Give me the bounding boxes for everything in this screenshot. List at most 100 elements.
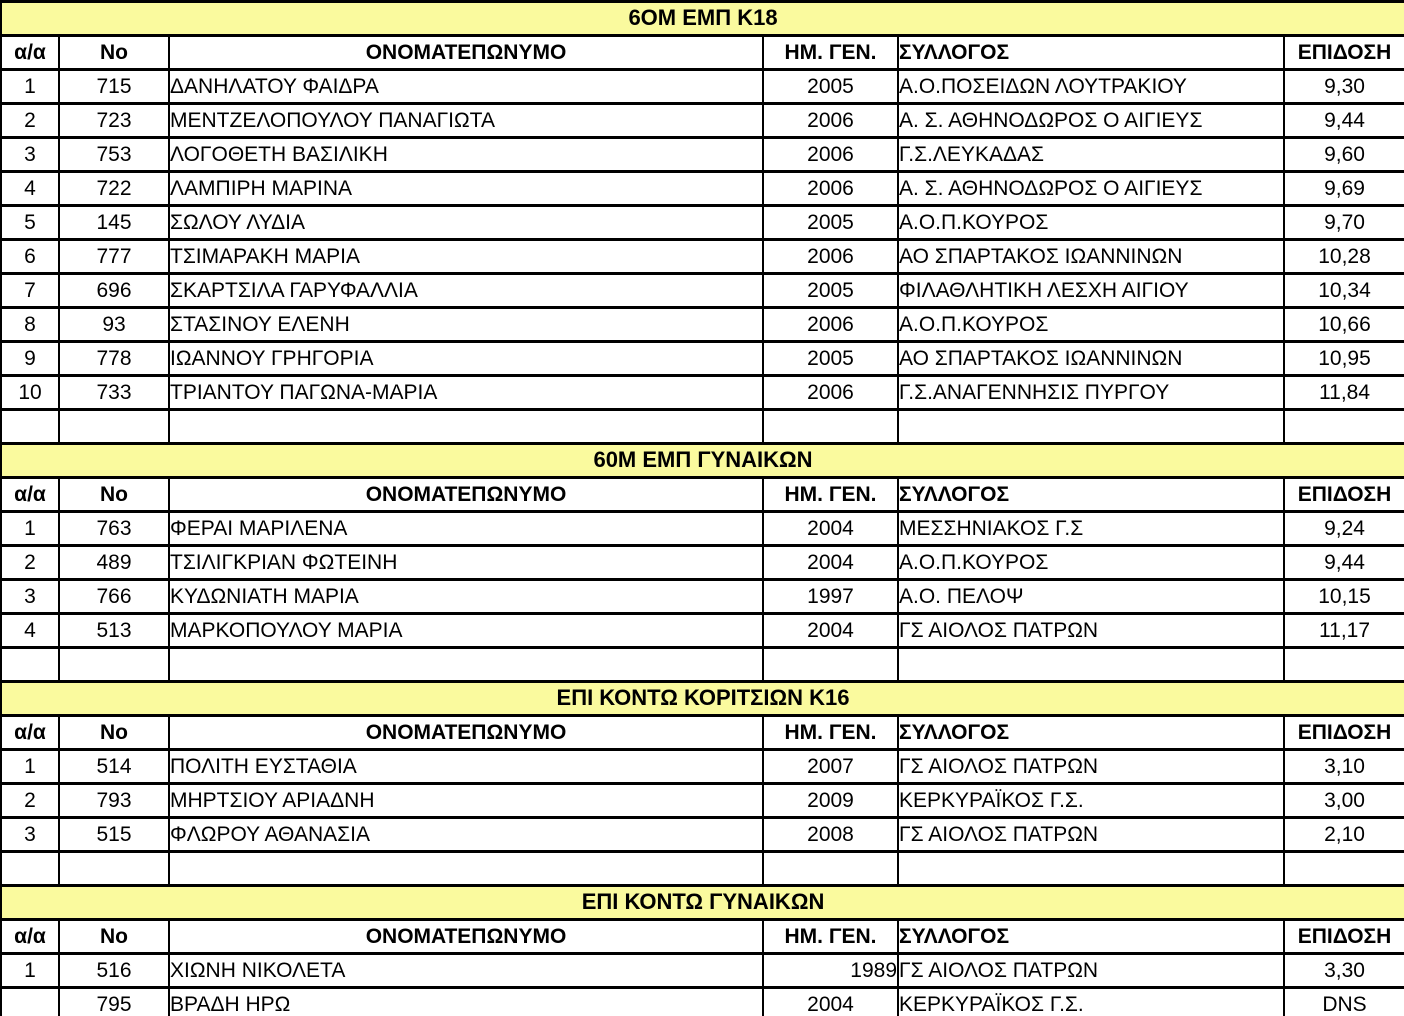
cell-year: 2004	[762, 544, 899, 581]
cell-result: DNS	[1282, 986, 1404, 1016]
cell-name: ΜΗΡΤΣΙΟΥ ΑΡΙΑΔΝΗ	[168, 782, 764, 819]
table-row: 3 753 ΛΟΓΟΘΕΤΗ ΒΑΣΙΛΙΚΗ 2006 Γ.Σ.ΛΕΥΚΑΔΑ…	[0, 136, 1404, 173]
table-row: 1 516 ΧΙΩΝΗ ΝΙΚΟΛΕΤΑ 1989 ΓΣ ΑΙΟΛΟΣ ΠΑΤΡ…	[0, 952, 1404, 989]
column-header-rank: α/α	[0, 918, 60, 955]
cell-year: 2006	[762, 102, 899, 139]
cell-bib: 723	[58, 102, 170, 139]
cell-club: ΓΣ ΑΙΟΛΟΣ ΠΑΤΡΩΝ	[897, 748, 1285, 785]
cell-result: 9,44	[1282, 102, 1404, 139]
cell-bib: 722	[58, 170, 170, 207]
table-row: 3 766 ΚΥΔΩΝΙΑΤΗ ΜΑΡΙΑ 1997 Α.Ο. ΠΕΛΟΨ 10…	[0, 578, 1404, 615]
cell-result	[1282, 408, 1404, 445]
cell-bib: 489	[58, 544, 170, 581]
cell-club: Α.Ο.ΠΟΣΕΙΔΩΝ ΛΟΥΤΡΑΚΙΟΥ	[897, 68, 1285, 105]
cell-rank: 5	[0, 204, 60, 241]
table-row: 7 696 ΣΚΑΡΤΣΙΛΑ ΓΑΡΥΦΑΛΛΙΑ 2005 ΦΙΛΑΘΛΗΤ…	[0, 272, 1404, 309]
table-row: 4 513 ΜΑΡΚΟΠΟΥΛΟΥ ΜΑΡΙΑ 2004 ΓΣ ΑΙΟΛΟΣ Π…	[0, 612, 1404, 649]
cell-result: 9,30	[1282, 68, 1404, 105]
cell-bib: 715	[58, 68, 170, 105]
cell-rank: 2	[0, 544, 60, 581]
cell-year: 2005	[762, 204, 899, 241]
cell-rank: 7	[0, 272, 60, 309]
cell-year: 2009	[762, 782, 899, 819]
cell-name: ΣΤΑΣΙΝΟΥ ΕΛΕΝΗ	[168, 306, 764, 343]
cell-year: 2005	[762, 68, 899, 105]
section-title: 6ΟΜ ΕΜΠ Κ18	[0, 0, 1404, 37]
cell-name: ΤΡΙΑΝΤΟΥ ΠΑΓΩΝΑ-ΜΑΡΙΑ	[168, 374, 764, 411]
cell-name: ΤΣΙΛΙΓΚΡΙΑΝ ΦΩΤΕΙΝΗ	[168, 544, 764, 581]
header-row: α/α No ΟΝΟΜΑΤΕΠΩΝΥΜΟ ΗΜ. ΓΕΝ. ΣΥΛΛΟΓΟΣ Ε…	[0, 714, 1404, 751]
cell-bib	[58, 850, 170, 887]
cell-result: 2,10	[1282, 816, 1404, 853]
cell-club: Α. Σ. ΑΘΗΝΟΔΩΡΟΣ Ο ΑΙΓΙΕΥΣ	[897, 102, 1285, 139]
cell-rank	[0, 986, 60, 1016]
table-row: 4 722 ΛΑΜΠΙΡΗ ΜΑΡΙΝΑ 2006 Α. Σ. ΑΘΗΝΟΔΩΡ…	[0, 170, 1404, 207]
column-header-result: ΕΠΙΔΟΣΗ	[1282, 714, 1404, 751]
cell-bib	[58, 408, 170, 445]
column-header-club: ΣΥΛΛΟΓΟΣ	[897, 714, 1285, 751]
cell-club: ΚΕΡΚΥΡΑΪΚΟΣ Γ.Σ.	[897, 986, 1285, 1016]
cell-name: ΧΙΩΝΗ ΝΙΚΟΛΕΤΑ	[168, 952, 764, 989]
cell-name: ΜΕΝΤΖΕΛΟΠΟΥΛΟΥ ΠΑΝΑΓΙΩΤΑ	[168, 102, 764, 139]
cell-result: 10,28	[1282, 238, 1404, 275]
cell-year: 2004	[762, 986, 899, 1016]
table-row: 795 ΒΡΑΔΗ ΗΡΩ 2004 ΚΕΡΚΥΡΑΪΚΟΣ Γ.Σ. DNS	[0, 986, 1404, 1016]
cell-bib: 795	[58, 986, 170, 1016]
cell-result: 9,70	[1282, 204, 1404, 241]
column-header-year: ΗΜ. ΓΕΝ.	[762, 918, 899, 955]
cell-name: ΔΑΝΗΛΑΤΟΥ ΦΑΙΔΡΑ	[168, 68, 764, 105]
cell-bib: 753	[58, 136, 170, 173]
column-header-bib: No	[58, 476, 170, 513]
cell-bib: 777	[58, 238, 170, 275]
column-header-club: ΣΥΛΛΟΓΟΣ	[897, 476, 1285, 513]
table-row: 8 93 ΣΤΑΣΙΝΟΥ ΕΛΕΝΗ 2006 Α.Ο.Π.ΚΟΥΡΟΣ 10…	[0, 306, 1404, 343]
title-row: 60Μ ΕΜΠ ΓΥΝΑΙΚΩΝ	[0, 442, 1404, 479]
cell-year: 1997	[762, 578, 899, 615]
cell-club	[897, 408, 1285, 445]
header-row: α/α No ΟΝΟΜΑΤΕΠΩΝΥΜΟ ΗΜ. ΓΕΝ. ΣΥΛΛΟΓΟΣ Ε…	[0, 918, 1404, 955]
cell-year: 2004	[762, 612, 899, 649]
cell-bib: 513	[58, 612, 170, 649]
cell-rank: 2	[0, 102, 60, 139]
cell-rank	[0, 850, 60, 887]
cell-name	[168, 408, 764, 445]
cell-name: ΦΛΩΡΟΥ ΑΘΑΝΑΣΙΑ	[168, 816, 764, 853]
column-header-rank: α/α	[0, 476, 60, 513]
cell-result: 3,00	[1282, 782, 1404, 819]
cell-club: Α.Ο.Π.ΚΟΥΡΟΣ	[897, 204, 1285, 241]
cell-name: ΚΥΔΩΝΙΑΤΗ ΜΑΡΙΑ	[168, 578, 764, 615]
cell-rank	[0, 646, 60, 683]
column-header-rank: α/α	[0, 34, 60, 71]
title-row: ΕΠΙ ΚΟΝΤΩ ΓΥΝΑΙΚΩΝ	[0, 884, 1404, 921]
section-title: 60Μ ΕΜΠ ΓΥΝΑΙΚΩΝ	[0, 442, 1404, 479]
cell-club: ΑΟ ΣΠΑΡΤΑΚΟΣ ΙΩΑΝΝΙΝΩΝ	[897, 238, 1285, 275]
cell-bib: 766	[58, 578, 170, 615]
column-header-result: ΕΠΙΔΟΣΗ	[1282, 918, 1404, 955]
cell-name: ΠΟΛΙΤΗ ΕΥΣΤΑΘΙΑ	[168, 748, 764, 785]
cell-bib: 93	[58, 306, 170, 343]
column-header-club: ΣΥΛΛΟΓΟΣ	[897, 34, 1285, 71]
cell-rank: 4	[0, 170, 60, 207]
cell-year: 2005	[762, 272, 899, 309]
cell-year	[762, 850, 899, 887]
cell-year: 2006	[762, 306, 899, 343]
table-row: 1 715 ΔΑΝΗΛΑΤΟΥ ΦΑΙΔΡΑ 2005 Α.Ο.ΠΟΣΕΙΔΩΝ…	[0, 68, 1404, 105]
cell-rank: 10	[0, 374, 60, 411]
cell-year: 2008	[762, 816, 899, 853]
cell-bib: 516	[58, 952, 170, 989]
cell-year: 2006	[762, 238, 899, 275]
cell-club: Γ.Σ.ΛΕΥΚΑΔΑΣ	[897, 136, 1285, 173]
title-row: 6ΟΜ ΕΜΠ Κ18	[0, 0, 1404, 37]
cell-result: 11,17	[1282, 612, 1404, 649]
header-row: α/α No ΟΝΟΜΑΤΕΠΩΝΥΜΟ ΗΜ. ΓΕΝ. ΣΥΛΛΟΓΟΣ Ε…	[0, 34, 1404, 71]
column-header-club: ΣΥΛΛΟΓΟΣ	[897, 918, 1285, 955]
cell-club: ΑΟ ΣΠΑΡΤΑΚΟΣ ΙΩΑΝΝΙΝΩΝ	[897, 340, 1285, 377]
cell-rank: 6	[0, 238, 60, 275]
cell-rank: 9	[0, 340, 60, 377]
cell-name: ΒΡΑΔΗ ΗΡΩ	[168, 986, 764, 1016]
cell-result: 9,60	[1282, 136, 1404, 173]
table-row: 5 145 ΣΩΛΟΥ ΛΥΔΙΑ 2005 Α.Ο.Π.ΚΟΥΡΟΣ 9,70	[0, 204, 1404, 241]
column-header-name: ΟΝΟΜΑΤΕΠΩΝΥΜΟ	[168, 34, 764, 71]
column-header-year: ΗΜ. ΓΕΝ.	[762, 476, 899, 513]
